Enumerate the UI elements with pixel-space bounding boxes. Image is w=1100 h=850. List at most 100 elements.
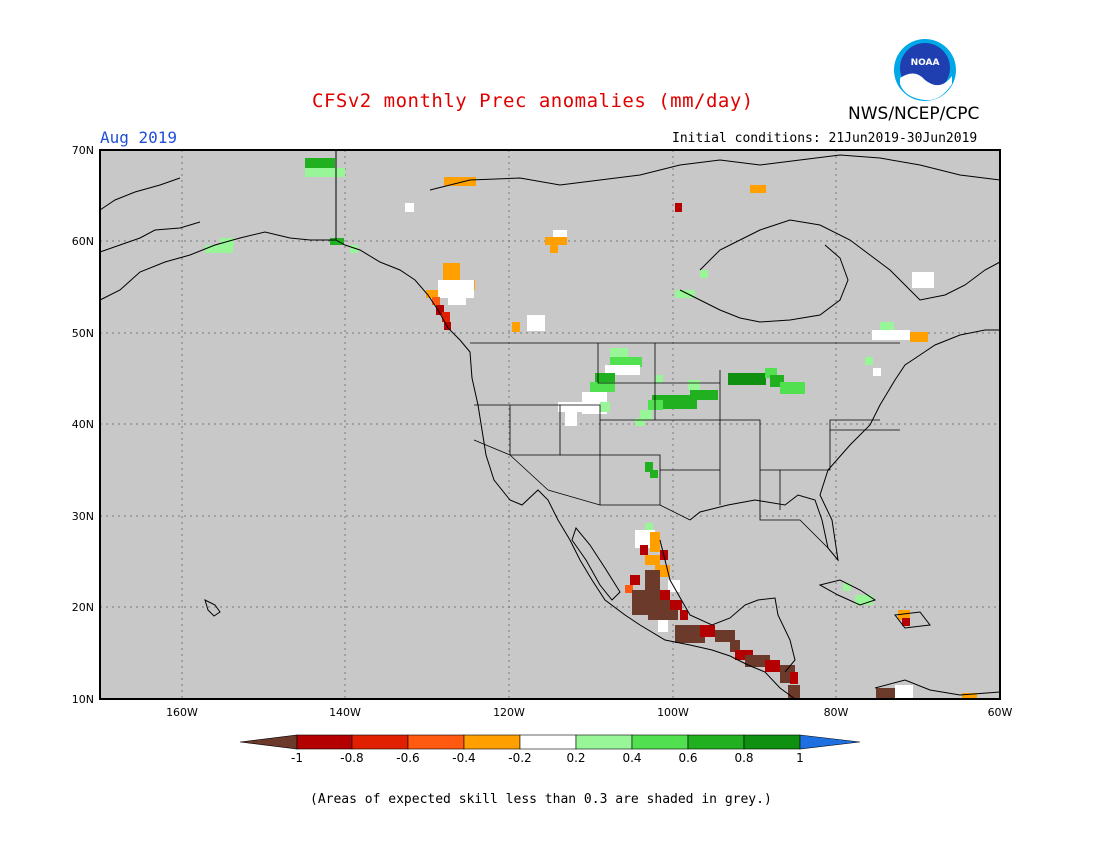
anomaly-cell <box>350 245 358 253</box>
colorbar-label: -0.4 <box>452 751 475 765</box>
anomaly-cell <box>843 583 851 591</box>
colorbar-left-arrow <box>239 734 298 750</box>
anomaly-cell <box>605 365 640 375</box>
anomaly-cell <box>700 270 708 278</box>
anomaly-cell <box>898 610 910 620</box>
latitude-label: 20N <box>72 601 94 614</box>
anomaly-cell <box>527 315 545 331</box>
anomaly-cell <box>670 600 682 610</box>
anomaly-cell <box>650 470 658 478</box>
anomaly-cell <box>652 395 697 409</box>
anomaly-cell <box>512 322 520 332</box>
anomaly-cell <box>432 297 440 305</box>
anomaly-cell <box>680 610 688 620</box>
latitude-label: 70N <box>72 144 94 157</box>
footnote: (Areas of expected skill less than 0.3 a… <box>310 792 772 807</box>
anomaly-cell <box>750 185 766 193</box>
anomaly-cell <box>635 418 645 426</box>
colorbar-segment <box>296 734 353 750</box>
colorbar-label: -1 <box>291 751 303 765</box>
anomaly-cell <box>550 245 558 253</box>
colorbar-label: -0.8 <box>340 751 363 765</box>
anomaly-cell <box>645 555 660 565</box>
anomaly-cell <box>962 693 977 699</box>
anomaly-cell <box>745 655 770 667</box>
anomaly-cell <box>625 585 633 593</box>
colorbar-segment <box>519 734 577 750</box>
anomaly-cell <box>902 618 910 626</box>
anomaly-cell <box>675 290 695 298</box>
anomaly-cell <box>565 412 577 426</box>
anomaly-cell <box>730 640 740 652</box>
latitude-label: 10N <box>72 693 94 706</box>
anomaly-cell <box>305 168 345 177</box>
colorbar-segment <box>631 734 689 750</box>
anomaly-cell <box>305 158 335 168</box>
colorbar-label: -0.6 <box>396 751 419 765</box>
anomaly-cell <box>690 390 718 400</box>
anomaly-cell <box>553 230 567 237</box>
latitude-labels: 70N 60N 50N 40N 30N 20N 10N <box>72 144 94 706</box>
anomaly-cell <box>765 660 780 672</box>
anomaly-cell <box>443 263 460 281</box>
colorbar-label: 0.6 <box>678 751 697 765</box>
anomaly-cell <box>675 203 682 212</box>
initial-conditions: Initial conditions: 21Jun2019-30Jun2019 <box>672 131 978 146</box>
anomaly-cell <box>880 322 894 332</box>
anomaly-cell <box>405 203 414 212</box>
map-title: CFSv2 monthly Prec anomalies (mm/day) <box>312 90 754 112</box>
anomaly-cell <box>912 272 934 288</box>
anomaly-cell <box>645 523 653 531</box>
anomaly-cell <box>688 380 700 390</box>
colorbar-label: -0.2 <box>508 751 531 765</box>
anomaly-cell <box>590 382 615 392</box>
longitude-label: 60W <box>988 706 1013 719</box>
anomaly-cell <box>600 402 610 412</box>
latitude-label: 50N <box>72 327 94 340</box>
anomaly-cell <box>632 590 652 615</box>
longitude-labels: 160W 140W 120W 100W 80W 60W <box>166 706 1012 719</box>
anomaly-cell <box>735 650 753 660</box>
anomaly-cell <box>876 688 896 699</box>
anomaly-cell <box>855 595 873 605</box>
colorbar-label: 1 <box>796 751 804 765</box>
anomaly-cell <box>558 402 583 412</box>
anomaly-cell <box>444 177 476 186</box>
longitude-label: 100W <box>657 706 689 719</box>
anomaly-cell <box>780 382 805 394</box>
anomaly-cell <box>865 357 873 365</box>
map-frame <box>99 149 1001 700</box>
anomaly-cell <box>700 625 715 637</box>
colorbar-label: 0.8 <box>734 751 753 765</box>
noaa-logo: NOAA <box>894 39 956 101</box>
colorbar-segment <box>407 734 465 750</box>
anomaly-cell <box>655 375 663 383</box>
anomaly-cell <box>765 368 777 378</box>
longitude-label: 80W <box>824 706 849 719</box>
anomaly-cell <box>895 685 913 699</box>
anomaly-cell <box>675 625 705 643</box>
colorbar-segment <box>687 734 745 750</box>
map-gridlines <box>100 150 1000 699</box>
colorbar-segment <box>351 734 409 750</box>
colorbar-label: 0.2 <box>566 751 585 765</box>
forecast-month: Aug 2019 <box>100 128 178 147</box>
longitude-label: 120W <box>493 706 525 719</box>
anomaly-cells <box>205 158 977 699</box>
anomaly-cell <box>728 373 766 385</box>
anomaly-cell <box>648 400 663 410</box>
anomaly-cell <box>205 245 233 253</box>
organization-label: NWS/NCEP/CPC <box>848 104 980 124</box>
anomaly-cell <box>910 332 928 342</box>
colorbar-segment <box>743 734 801 750</box>
anomaly-cell <box>630 575 640 585</box>
coastlines <box>99 150 1001 700</box>
anomaly-cell <box>790 672 798 684</box>
logo-text: NOAA <box>911 58 940 68</box>
anomaly-cell <box>788 685 800 699</box>
anomaly-cell <box>595 373 615 383</box>
anomaly-cell <box>442 312 450 322</box>
colorbar-segment <box>575 734 633 750</box>
anomaly-cell <box>873 368 881 376</box>
